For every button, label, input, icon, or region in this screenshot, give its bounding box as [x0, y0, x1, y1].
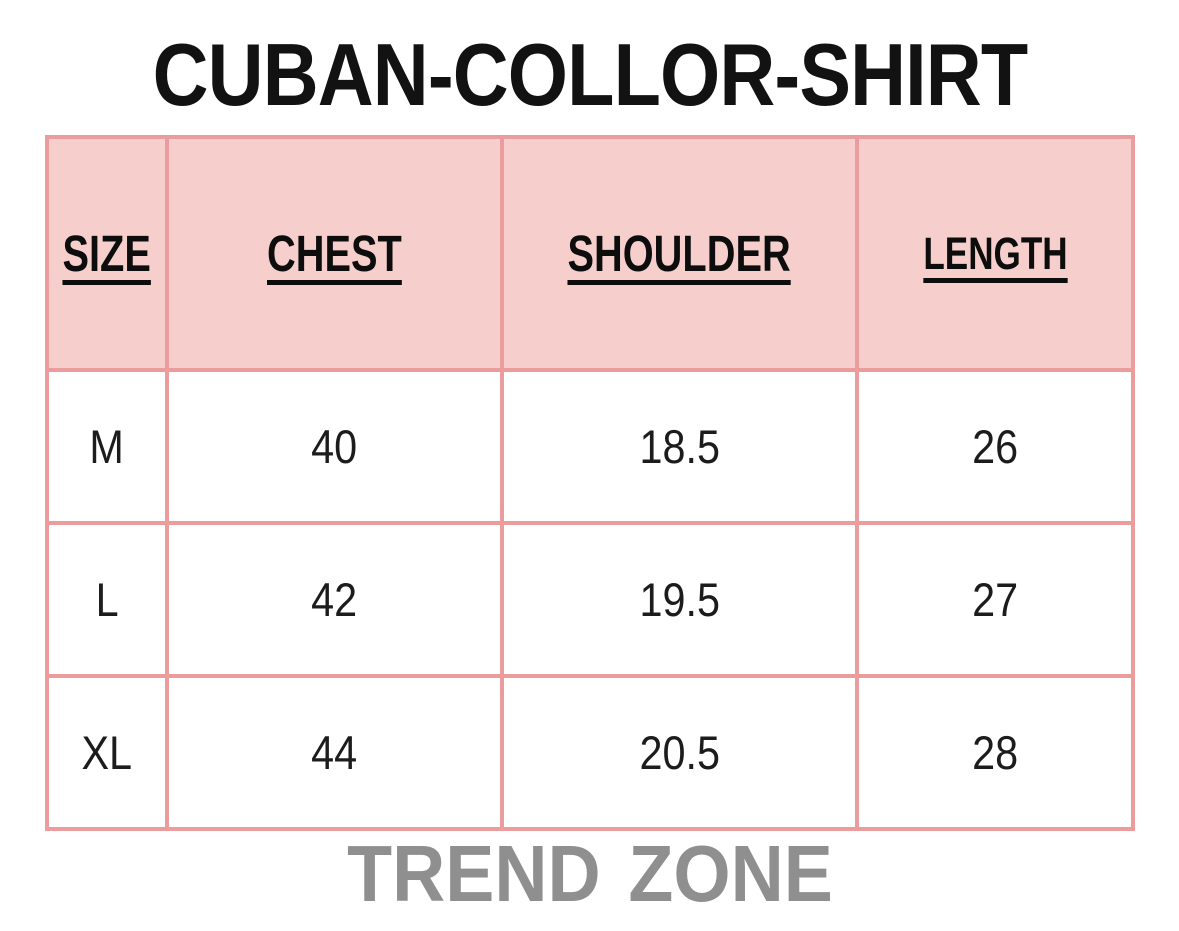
header-label-chest: CHEST — [267, 225, 402, 282]
chest-value: 40 — [311, 420, 358, 473]
shoulder-cell: 18.5 — [500, 368, 859, 525]
length-cell: 26 — [855, 368, 1135, 525]
size-cell: XL — [45, 674, 169, 831]
shoulder-cell: 20.5 — [500, 674, 859, 831]
size-cell: M — [45, 368, 169, 525]
page-title: CUBAN-COLLOR-SHIRT — [0, 24, 1179, 126]
header-cell-size: SIZE — [45, 135, 169, 372]
header-label-length: LENGTH — [922, 227, 1068, 279]
table-row-l: L 42 19.5 27 — [45, 521, 1135, 678]
header-row: SIZE CHEST SHOULDER LENGTH — [45, 135, 1135, 372]
header-label-size: SIZE — [62, 225, 152, 282]
header-cell-shoulder: SHOULDER — [500, 135, 859, 372]
chest-value: 44 — [311, 726, 358, 779]
table-row-m: M 40 18.5 26 — [45, 368, 1135, 525]
length-cell: 27 — [855, 521, 1135, 678]
chest-cell: 42 — [165, 521, 504, 678]
page-title-text: CUBAN-COLLOR-SHIRT — [152, 25, 1027, 124]
chest-cell: 40 — [165, 368, 504, 525]
size-value: L — [95, 573, 119, 626]
header-label-shoulder: SHOULDER — [567, 225, 792, 282]
size-value: M — [89, 420, 125, 473]
length-value: 27 — [971, 573, 1019, 626]
table-row-xl: XL 44 20.5 28 — [45, 674, 1135, 831]
header-cell-chest: CHEST — [165, 135, 504, 372]
shoulder-cell: 19.5 — [500, 521, 859, 678]
header-cell-length: LENGTH — [855, 135, 1135, 372]
brand-footer: TREND ZONE — [0, 828, 1179, 920]
length-cell: 28 — [855, 674, 1135, 831]
shoulder-value: 19.5 — [639, 573, 720, 626]
size-chart-table: SIZE CHEST SHOULDER LENGTH M 40 18.5 26 … — [45, 135, 1135, 831]
chest-cell: 44 — [165, 674, 504, 831]
size-cell: L — [45, 521, 169, 678]
brand-footer-text: TREND ZONE — [346, 829, 833, 918]
shoulder-value: 18.5 — [639, 420, 720, 473]
length-value: 28 — [971, 726, 1019, 779]
shoulder-value: 20.5 — [639, 726, 720, 779]
size-value: XL — [81, 726, 133, 779]
length-value: 26 — [971, 420, 1019, 473]
chest-value: 42 — [311, 573, 358, 626]
